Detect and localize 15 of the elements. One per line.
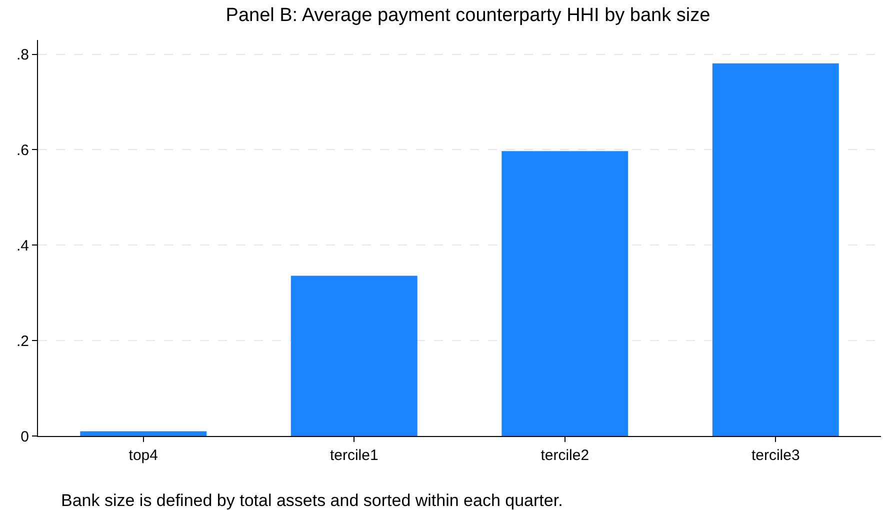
x-tick-label: top4 <box>128 447 158 464</box>
x-tick-label: tercile2 <box>540 447 590 464</box>
y-tick-label: .2 <box>16 332 29 350</box>
chart-title: Panel B: Average payment counterparty HHI by bank size <box>226 4 710 26</box>
y-tick-label: 0 <box>20 428 29 446</box>
y-tick-label: .6 <box>16 142 29 159</box>
bar <box>290 276 418 436</box>
bar <box>502 151 628 436</box>
x-tick-label: tercile3 <box>751 447 800 464</box>
x-tick-label: tercile1 <box>330 447 378 464</box>
bar <box>712 63 839 436</box>
y-tick-label: .4 <box>16 237 29 254</box>
text: Bank size is defined by total assets and sorted within each quarter. <box>61 491 563 510</box>
y-tick-label: .8 <box>16 46 29 64</box>
bar <box>80 431 207 436</box>
